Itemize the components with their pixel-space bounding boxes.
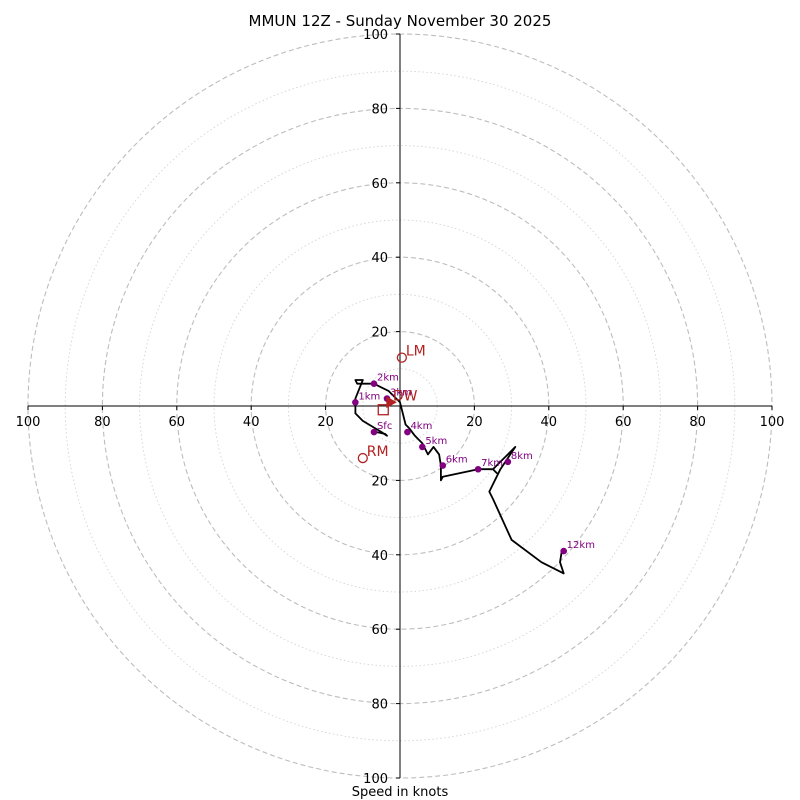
height-marker-7km [474, 465, 482, 473]
y-tick-label: 20 [371, 326, 388, 341]
x-tick-label: 40 [541, 415, 558, 430]
x-tick-label: 40 [243, 415, 260, 430]
height-marker-1km [352, 398, 359, 406]
height-label-4km: 4km [410, 421, 432, 432]
y-tick-label: 60 [371, 177, 388, 192]
height-marker-2km [370, 380, 378, 387]
hodograph-trace [354, 379, 565, 575]
height-marker-5km [419, 443, 426, 451]
height-label-7km: 7km [481, 458, 503, 469]
x-axis-label: Speed in knots [352, 785, 449, 800]
x-tick-label: 20 [317, 415, 334, 430]
x-tick-label: 60 [169, 415, 186, 430]
height-label-8km: 8km [511, 451, 533, 462]
storm-motion-lm-label: LM [406, 344, 426, 360]
y-tick-label: 40 [371, 549, 388, 564]
y-tick-label: 40 [371, 251, 388, 266]
y-tick-labels: 100 80 60 40 20 20 40 60 80 100 [363, 28, 400, 787]
y-tick-label: 100 [363, 28, 388, 43]
storm-motion-square-marker [377, 404, 389, 416]
chart-title: MMUN 12Z - Sunday November 30 2025 [249, 12, 552, 30]
height-label-12km: 12km [567, 540, 595, 551]
y-tick-label: 100 [363, 772, 388, 787]
height-label-sfc: Sfc [377, 421, 392, 432]
y-tick-label: 60 [371, 623, 388, 638]
x-tick-label: 100 [760, 415, 785, 430]
storm-motion-dw-label: DW [393, 388, 418, 404]
storm-motion-dw-marker [386, 396, 397, 409]
storm-motion-lm-marker [396, 352, 408, 363]
axes [28, 34, 772, 778]
x-tick-label: 20 [466, 415, 483, 430]
height-label-2km: 2km [377, 373, 399, 384]
height-markers: Sfc 1km 2km 3km 4km 5km 6km 7km 8km 12km [352, 373, 595, 555]
y-tick-label: 80 [371, 698, 388, 713]
x-tick-label: 80 [689, 415, 706, 430]
x-tick-label: 80 [94, 415, 111, 430]
storm-motion-markers: LM RM DW [357, 344, 426, 464]
height-marker-8km [504, 458, 512, 466]
height-marker-4km [404, 428, 411, 436]
x-tick-label: 100 [16, 415, 41, 430]
x-tick-labels: 100 80 60 40 20 20 40 60 80 100 [16, 406, 785, 430]
y-tick-label: 20 [371, 474, 388, 489]
x-tick-label: 60 [615, 415, 632, 430]
height-marker-6km [439, 462, 447, 469]
height-label-6km: 6km [446, 455, 468, 466]
height-marker-12km [560, 547, 567, 555]
height-label-3km: 3km [390, 388, 412, 399]
storm-motion-rm-label: RM [367, 444, 389, 460]
y-tick-label: 80 [371, 102, 388, 117]
storm-motion-rm-marker [357, 452, 368, 464]
height-label-1km: 1km [358, 391, 380, 402]
height-marker-sfc [370, 428, 378, 436]
height-label-5km: 5km [425, 436, 447, 447]
